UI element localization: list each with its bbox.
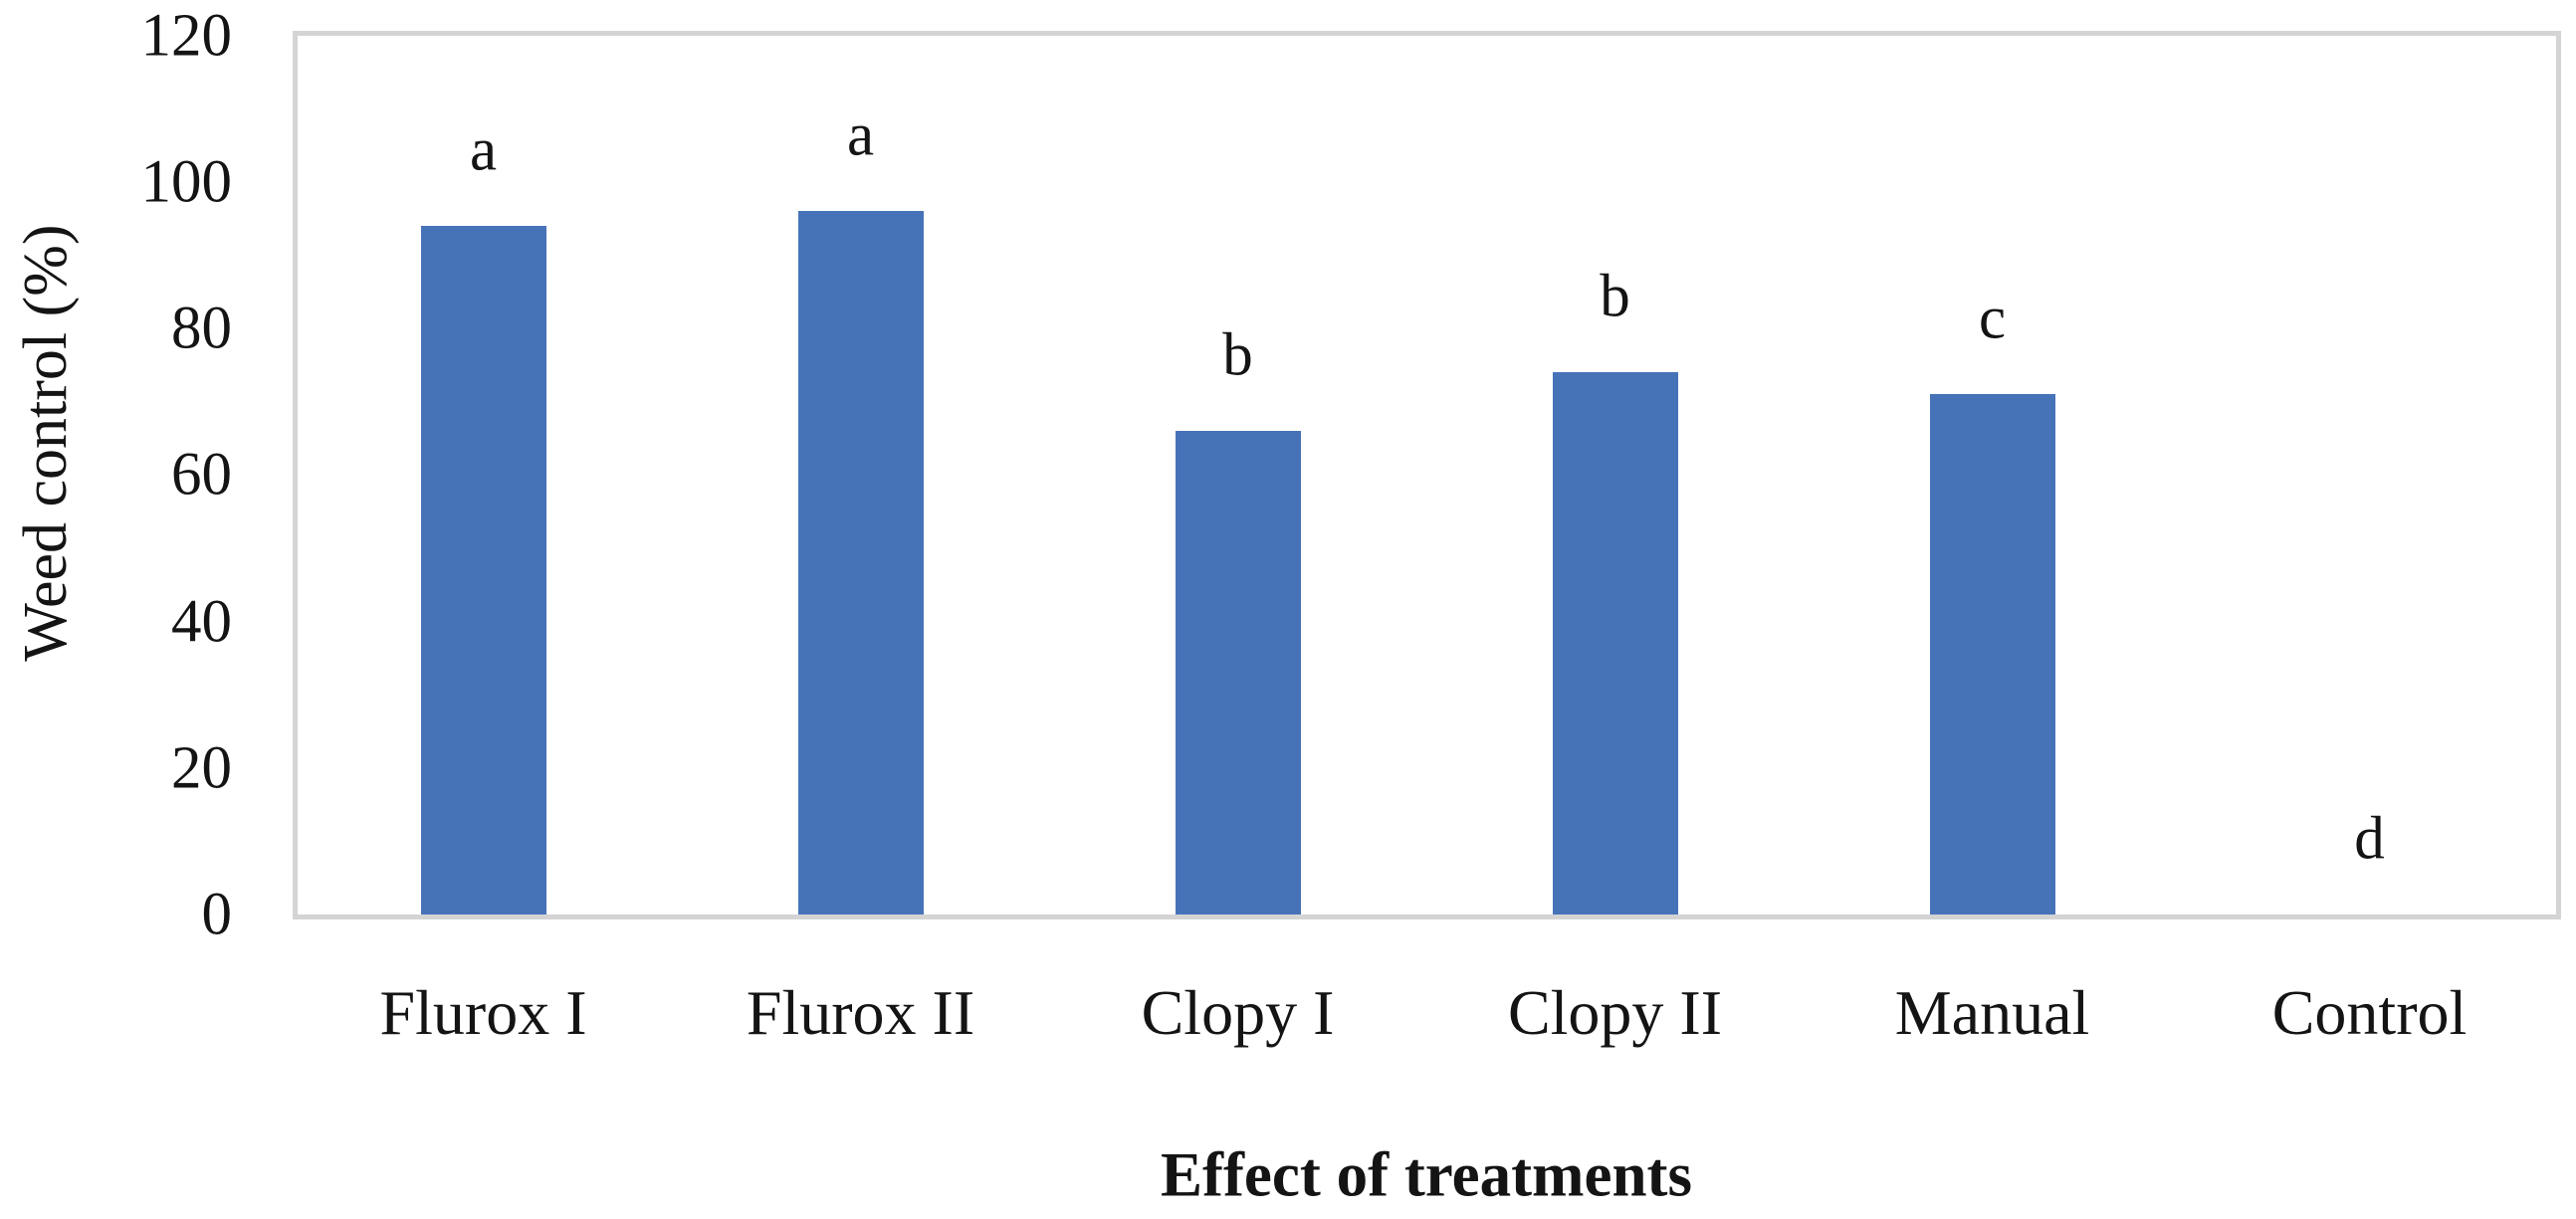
y-tick-label-120: 120 [140, 2, 233, 70]
y-tick-label-0: 0 [201, 881, 233, 948]
significance-letter-clopy-i: b [1222, 321, 1253, 389]
significance-letter-flurox-i: a [469, 116, 498, 184]
bar-manual [1929, 394, 2055, 914]
x-category-label-flurox-i: Flurox I [379, 977, 587, 1048]
y-tick-label-60: 60 [171, 441, 232, 508]
bar-flurox-ii [797, 211, 924, 914]
y-tick-label-20: 20 [171, 734, 232, 802]
significance-letter-clopy-ii: b [1600, 263, 1630, 330]
x-category-label-flurox-ii: Flurox II [746, 977, 975, 1048]
x-category-label-manual: Manual [1894, 977, 2090, 1048]
y-tick-label-100: 100 [140, 148, 233, 216]
plot-area [293, 31, 2561, 919]
y-tick-label-40: 40 [171, 588, 232, 656]
significance-letter-control: d [2354, 805, 2385, 873]
y-tick-label-80: 80 [171, 295, 232, 362]
bar-clopy-ii [1552, 372, 1678, 914]
bar-clopy-i [1175, 431, 1301, 914]
x-category-label-clopy-ii: Clopy II [1507, 977, 1723, 1048]
significance-letter-manual: c [1978, 285, 2007, 352]
significance-letter-flurox-ii: a [846, 102, 875, 169]
bar-flurox-i [420, 226, 546, 914]
x-category-label-control: Control [2271, 977, 2468, 1048]
x-category-label-clopy-i: Clopy I [1141, 977, 1335, 1048]
x-axis-title: Effect of treatments [1160, 1139, 1693, 1210]
